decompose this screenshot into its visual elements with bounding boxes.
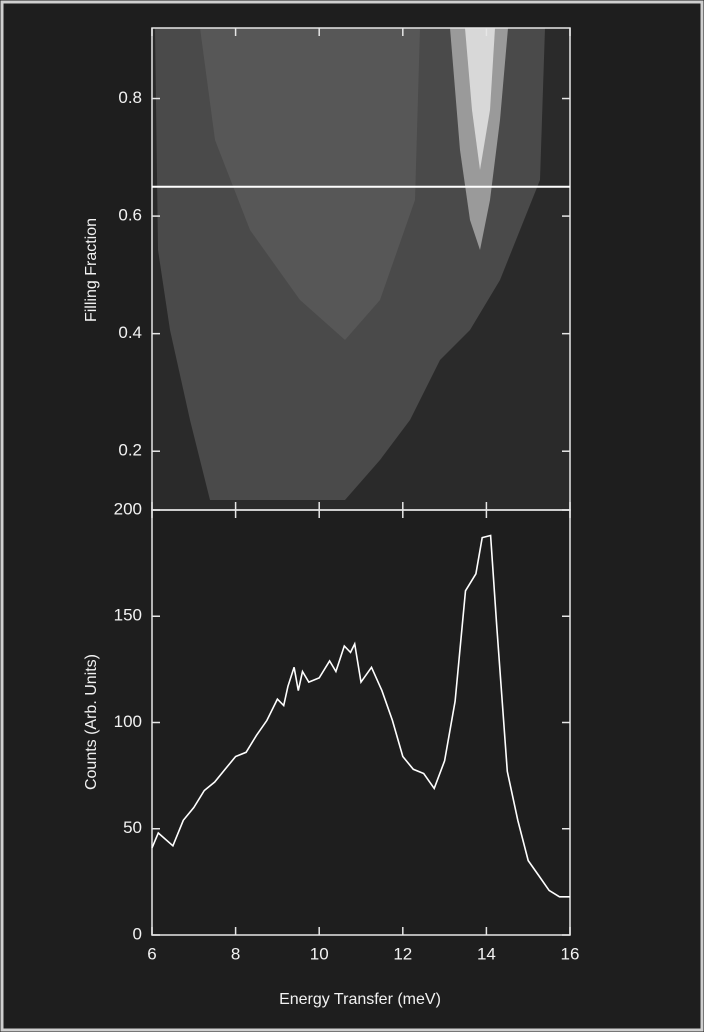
y-tick-label: 150: [114, 606, 142, 625]
y-tick-label: 0.6: [118, 206, 142, 225]
map-peak: [465, 28, 495, 170]
y-tick-label: 0.4: [118, 323, 142, 342]
x-tick-label: 6: [147, 944, 156, 963]
data-line: [151, 534, 570, 898]
y-tick-label: 0.8: [118, 88, 142, 107]
y-axis-title: Filling Fraction: [83, 218, 100, 322]
intensity-map: [152, 28, 570, 510]
y-axis-title: Counts (Arb. Units): [83, 654, 100, 790]
map-region: [200, 28, 420, 340]
x-tick-label: 12: [393, 944, 412, 963]
y-tick-label: 0.2: [118, 441, 142, 460]
x-axis-title: Energy Transfer (meV): [279, 991, 441, 1008]
y-tick-label: 50: [123, 818, 142, 837]
x-tick-label: 14: [477, 944, 496, 963]
x-tick-label: 16: [561, 944, 580, 963]
x-tick-label: 10: [310, 944, 329, 963]
y-tick-label: 0: [133, 924, 142, 943]
y-tick-label: 100: [114, 712, 142, 731]
x-tick-label: 8: [231, 944, 240, 963]
y-tick-label: 200: [114, 499, 142, 518]
